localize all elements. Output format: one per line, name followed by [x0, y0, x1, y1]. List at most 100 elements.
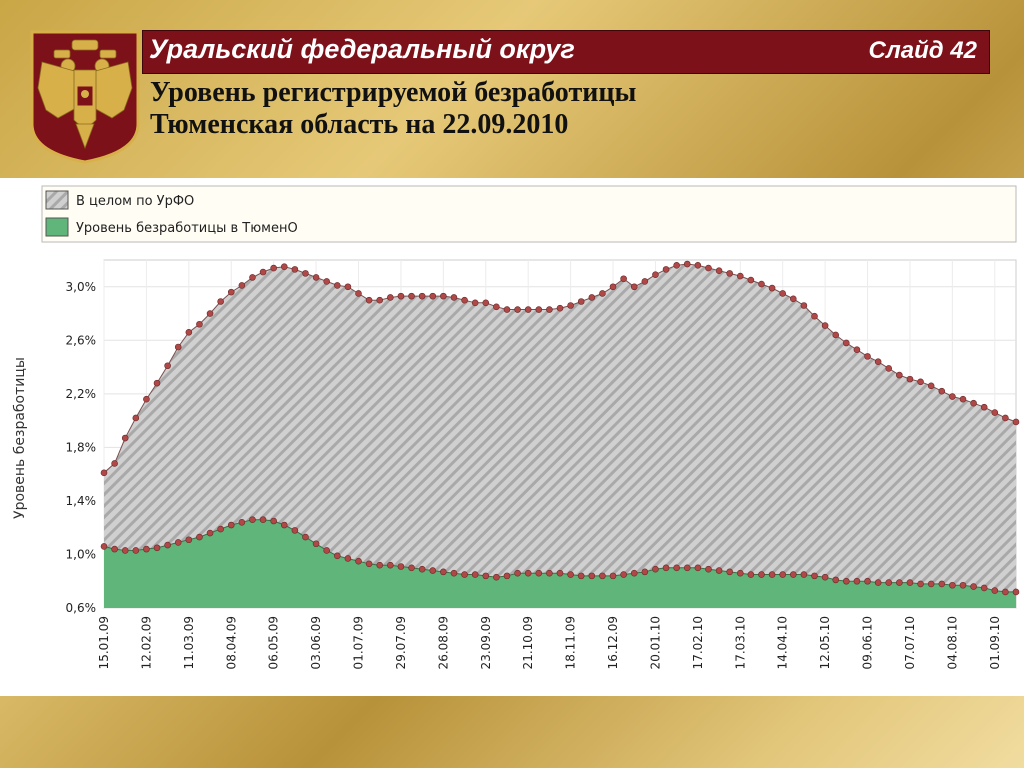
- data-point-tyumen: [779, 571, 786, 578]
- data-point-tyumen: [970, 583, 977, 590]
- data-point-tyumen: [450, 569, 458, 577]
- data-point-urfo: [408, 292, 415, 300]
- data-point-urfo: [450, 294, 458, 301]
- data-point-urfo: [567, 302, 574, 309]
- data-point-tyumen: [1002, 588, 1009, 596]
- y-tick-label: 1,0%: [66, 547, 97, 561]
- x-tick-label: 17.02.10: [691, 616, 705, 669]
- data-point-tyumen: [683, 564, 691, 572]
- data-point-tyumen: [312, 540, 320, 548]
- x-tick-label: 12.02.09: [139, 616, 153, 669]
- x-tick-label: 04.08.10: [945, 616, 959, 669]
- x-tick-label: 15.01.09: [97, 616, 111, 669]
- data-point-urfo: [196, 320, 203, 328]
- data-point-tyumen: [1012, 588, 1020, 596]
- data-point-tyumen: [980, 584, 988, 592]
- x-tick-label: 26.08.09: [436, 616, 450, 669]
- data-point-tyumen: [344, 555, 352, 562]
- data-point-urfo: [376, 296, 384, 304]
- data-point-tyumen: [259, 516, 267, 523]
- series-area-urfo: [104, 264, 1016, 608]
- data-point-tyumen: [471, 571, 479, 578]
- data-point-tyumen: [291, 527, 299, 534]
- x-tick-label: 14.04.10: [776, 616, 790, 669]
- y-tick-label: 3,0%: [66, 280, 97, 294]
- x-tick-label: 01.09.10: [988, 616, 1002, 669]
- data-point-urfo: [843, 339, 850, 347]
- data-point-tyumen: [132, 547, 140, 554]
- data-point-urfo: [238, 282, 246, 289]
- data-point-tyumen: [408, 564, 415, 572]
- data-point-urfo: [535, 306, 543, 313]
- data-point-urfo: [620, 275, 627, 283]
- data-point-urfo: [270, 264, 277, 272]
- data-point-tyumen: [524, 569, 532, 577]
- data-point-urfo: [980, 403, 988, 411]
- data-point-tyumen: [694, 564, 702, 572]
- data-point-tyumen: [874, 579, 882, 586]
- data-point-urfo: [821, 322, 829, 329]
- data-point-tyumen: [652, 565, 659, 573]
- data-point-urfo: [471, 299, 479, 307]
- data-point-urfo: [111, 460, 118, 467]
- data-point-tyumen: [535, 569, 543, 577]
- x-tick-label: 07.07.10: [903, 616, 917, 669]
- data-point-urfo: [291, 266, 299, 273]
- data-point-urfo: [874, 358, 882, 366]
- data-point-tyumen: [482, 572, 490, 580]
- data-point-tyumen: [249, 516, 256, 523]
- data-point-tyumen: [164, 541, 171, 549]
- data-point-tyumen: [662, 564, 670, 572]
- data-point-tyumen: [503, 572, 511, 580]
- data-point-tyumen: [620, 571, 627, 578]
- data-point-tyumen: [630, 569, 638, 577]
- data-point-tyumen: [323, 547, 330, 554]
- y-tick-label: 0,6%: [66, 601, 97, 615]
- x-tick-label: 17.03.10: [733, 616, 747, 669]
- data-point-urfo: [365, 296, 373, 304]
- data-point-urfo: [355, 290, 362, 297]
- data-point-tyumen: [429, 567, 437, 574]
- data-point-tyumen: [938, 580, 946, 588]
- data-point-urfo: [1012, 418, 1020, 426]
- data-point-urfo: [673, 262, 680, 269]
- x-axis-ticks: 15.01.09 12.02.09 11.03.09 08.04.09 06.05.09…: [97, 616, 1002, 669]
- data-point-urfo: [853, 346, 861, 353]
- data-point-tyumen: [238, 519, 246, 526]
- data-point-tyumen: [302, 533, 309, 541]
- header-bar: Уральский федеральный округ Слайд 42: [142, 30, 990, 74]
- data-point-tyumen: [864, 577, 871, 585]
- data-point-urfo: [217, 298, 224, 305]
- data-point-tyumen: [493, 573, 500, 581]
- data-point-urfo: [397, 292, 405, 300]
- x-tick-label: 08.04.09: [224, 616, 238, 669]
- region-title: Уральский федеральный округ: [149, 34, 575, 64]
- data-point-urfo: [143, 395, 150, 403]
- data-point-urfo: [641, 278, 649, 285]
- data-point-tyumen: [747, 571, 755, 578]
- data-point-tyumen: [927, 580, 935, 588]
- data-point-urfo: [344, 283, 352, 291]
- data-point-tyumen: [577, 572, 585, 580]
- series-area-tyumen: [104, 519, 1016, 608]
- data-point-tyumen: [758, 571, 765, 578]
- data-point-urfo: [259, 268, 267, 276]
- data-point-urfo: [556, 304, 564, 312]
- data-point-tyumen: [853, 577, 861, 585]
- data-point-urfo: [206, 310, 214, 317]
- series-points-urfo: [100, 260, 1020, 477]
- data-point-urfo: [917, 378, 924, 386]
- slide-number: Слайд 42: [868, 37, 977, 64]
- y-tick-label: 1,4%: [66, 494, 97, 508]
- data-point-tyumen: [100, 543, 108, 550]
- x-tick-label: 18.11.09: [564, 616, 578, 669]
- data-point-urfo: [588, 294, 596, 301]
- data-point-tyumen: [811, 572, 818, 580]
- data-point-urfo: [683, 260, 691, 268]
- data-point-tyumen: [821, 573, 829, 581]
- x-tick-label: 06.05.09: [267, 616, 281, 669]
- data-point-tyumen: [514, 569, 521, 577]
- data-point-tyumen: [609, 572, 617, 580]
- data-point-urfo: [153, 379, 161, 387]
- data-point-urfo: [609, 283, 617, 291]
